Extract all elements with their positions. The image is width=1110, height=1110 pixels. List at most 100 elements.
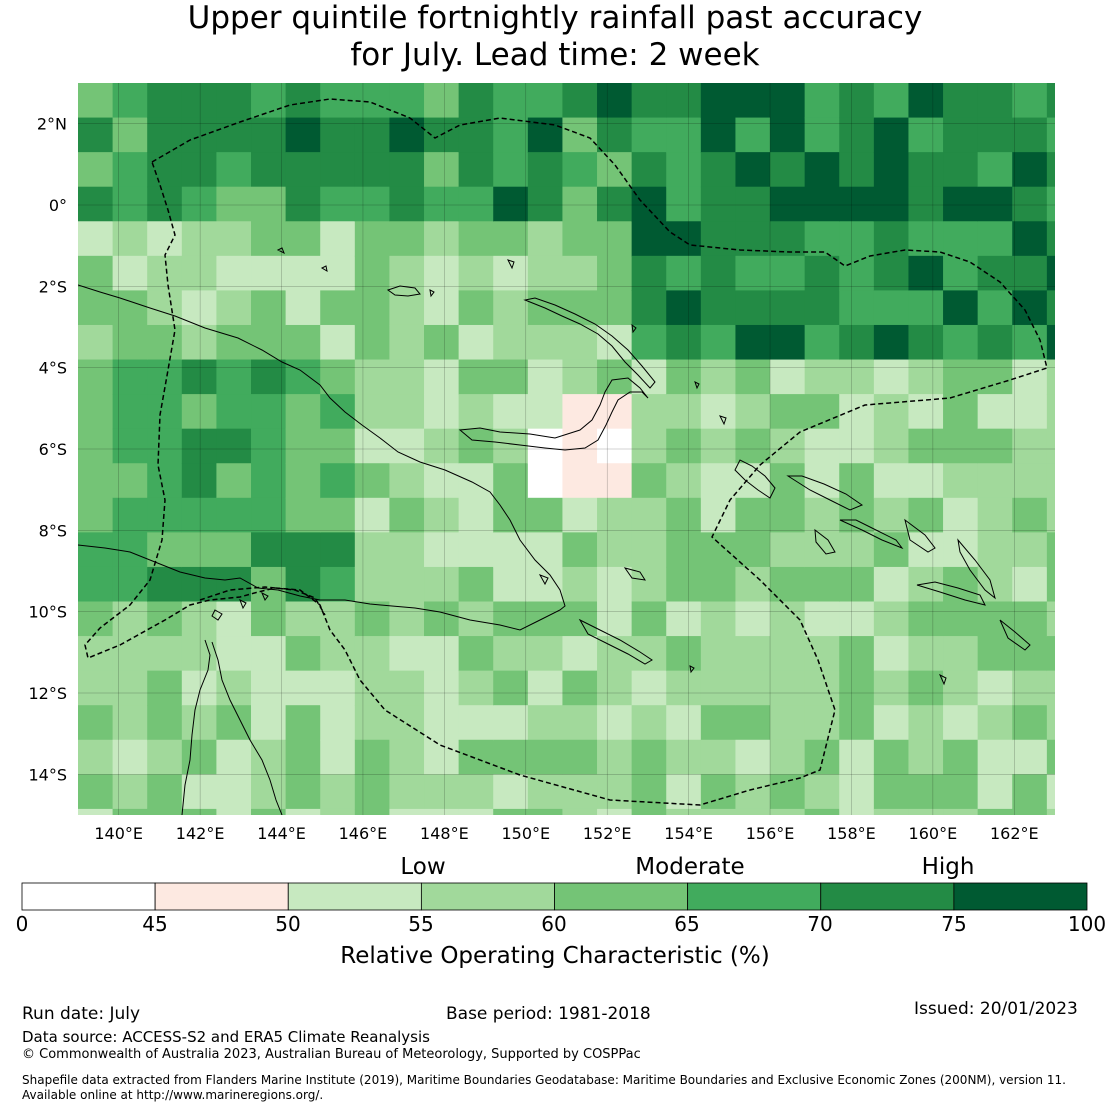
roc-cell [873, 83, 910, 119]
roc-cell [735, 428, 771, 464]
roc-cell [631, 636, 667, 672]
roc-cell [666, 463, 702, 499]
roc-cell [873, 636, 910, 672]
roc-cell [78, 532, 114, 568]
roc-cell [147, 117, 183, 153]
roc-cell [424, 774, 460, 810]
roc-cell [181, 497, 218, 533]
roc-cell [320, 566, 356, 603]
roc-cell [943, 497, 979, 533]
roc-cell [666, 221, 702, 257]
roc-cell [320, 497, 356, 533]
roc-cell [1012, 83, 1048, 119]
solomon-islands-coastline [786, 475, 1031, 651]
roc-cell [943, 255, 979, 291]
roc-cell [631, 566, 667, 603]
roc-cell [458, 152, 494, 188]
roc-cell [320, 532, 356, 568]
roc-cell [770, 117, 806, 153]
roc-cell [354, 739, 391, 775]
lat-tick-label: 14°S [28, 765, 67, 784]
roc-cell [251, 705, 287, 741]
roc-cell [112, 636, 148, 672]
roc-cell [147, 774, 183, 810]
roc-cell [977, 808, 1013, 815]
colorbar [21, 882, 1088, 911]
roc-cell [666, 290, 702, 326]
roc-cell [112, 739, 148, 775]
roc-cell [181, 739, 218, 775]
roc-cell [527, 255, 564, 291]
roc-cell [251, 221, 287, 257]
roc-cell [1012, 324, 1048, 361]
roc-cell [977, 83, 1013, 119]
category-label-high: High [921, 854, 975, 880]
roc-cell [1046, 152, 1055, 188]
roc-cell [251, 255, 287, 291]
roc-cell [839, 394, 875, 430]
roc-cell [285, 221, 321, 257]
lon-tick-label: 140°E [94, 824, 143, 843]
roc-cell [597, 117, 633, 153]
roc-cell [458, 636, 494, 672]
roc-cell [700, 636, 737, 672]
roc-cell [147, 739, 183, 775]
roc-cell [285, 601, 321, 637]
roc-cell [597, 670, 633, 706]
roc-cell [1012, 670, 1048, 706]
roc-cell [700, 808, 737, 815]
roc-cell [112, 566, 148, 603]
roc-cell [631, 394, 667, 430]
colorbar-bin-65-70 [687, 882, 822, 911]
roc-cell [424, 532, 460, 568]
roc-cell [251, 324, 287, 361]
roc-cell [458, 601, 494, 637]
cape-york-coastline [181, 639, 283, 815]
data-source: Data source: ACCESS-S2 and ERA5 Climate … [22, 1028, 430, 1046]
roc-cell [597, 324, 633, 361]
roc-cell [804, 117, 840, 153]
roc-cell [1046, 808, 1055, 815]
roc-cell [839, 290, 875, 326]
roc-cell [181, 324, 218, 361]
small-islands [276, 247, 947, 686]
roc-cell [354, 186, 391, 222]
roc-cell [700, 394, 737, 430]
roc-cell [631, 255, 667, 291]
roc-cell [735, 255, 771, 291]
roc-cell [943, 601, 979, 637]
roc-cell [147, 324, 183, 361]
roc-cell [873, 670, 910, 706]
roc-cell [977, 359, 1013, 395]
roc-cell [354, 83, 391, 119]
roc-cell [735, 636, 771, 672]
roc-cell [458, 497, 494, 533]
roc-cell [943, 394, 979, 430]
roc-cell [631, 290, 667, 326]
roc-cell [112, 83, 148, 119]
roc-cell [873, 290, 910, 326]
roc-cell [700, 566, 737, 603]
roc-cell [666, 83, 702, 119]
lat-lon-gridlines [78, 83, 1055, 815]
roc-cell [78, 428, 114, 464]
roc-cell [527, 739, 564, 775]
roc-cell [597, 601, 633, 637]
colorbar-tick-55: 55 [408, 912, 434, 936]
roc-cell [666, 394, 702, 430]
roc-cell [147, 255, 183, 291]
roc-cell [527, 705, 564, 741]
roc-cell [1012, 705, 1048, 741]
roc-cell [493, 394, 529, 430]
roc-cell [181, 601, 218, 637]
roc-cell [424, 152, 460, 188]
roc-cell [527, 566, 564, 603]
roc-cell [943, 739, 979, 775]
roc-cell [804, 324, 840, 361]
lon-tick-label: 162°E [990, 824, 1039, 843]
roc-cell [562, 186, 598, 222]
issued-date: Issued: 20/01/2023 [914, 999, 1078, 1019]
roc-cell [181, 221, 218, 257]
roc-cell [320, 359, 356, 395]
roc-cell [389, 117, 425, 153]
